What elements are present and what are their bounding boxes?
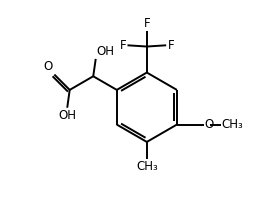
Text: F: F xyxy=(144,17,150,30)
Text: O: O xyxy=(205,118,214,131)
Text: F: F xyxy=(168,39,174,52)
Text: O: O xyxy=(44,60,53,73)
Text: F: F xyxy=(119,39,126,52)
Text: CH₃: CH₃ xyxy=(136,160,158,173)
Text: OH: OH xyxy=(58,109,76,122)
Text: OH: OH xyxy=(96,45,114,58)
Text: CH₃: CH₃ xyxy=(221,118,243,131)
